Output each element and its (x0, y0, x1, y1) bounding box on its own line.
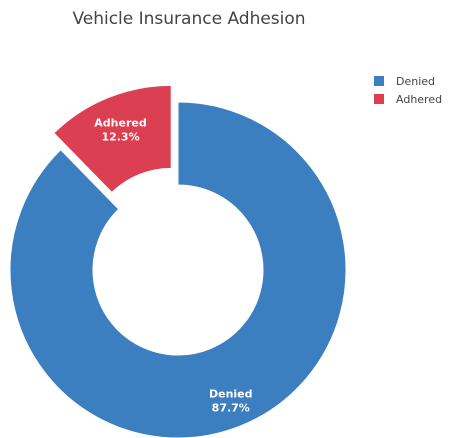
chart-title: Vehicle Insurance Adhesion (72, 9, 305, 29)
legend-item-denied[interactable]: Denied (374, 75, 435, 88)
slice-label-adhered: Adhered (94, 117, 146, 130)
legend-swatch-denied (374, 76, 384, 86)
legend-label-adhered: Adhered (396, 93, 442, 106)
slice-label-denied: Denied (209, 388, 253, 401)
slice-denied[interactable] (10, 102, 346, 438)
legend-label-denied: Denied (396, 75, 435, 88)
legend: Denied Adhered (374, 75, 442, 106)
slice-percent-denied: 87.7% (212, 402, 250, 415)
legend-item-adhered[interactable]: Adhered (374, 93, 442, 106)
legend-swatch-adhered (374, 94, 384, 104)
slice-percent-adhered: 12.3% (101, 131, 139, 144)
slices-group (10, 85, 346, 438)
